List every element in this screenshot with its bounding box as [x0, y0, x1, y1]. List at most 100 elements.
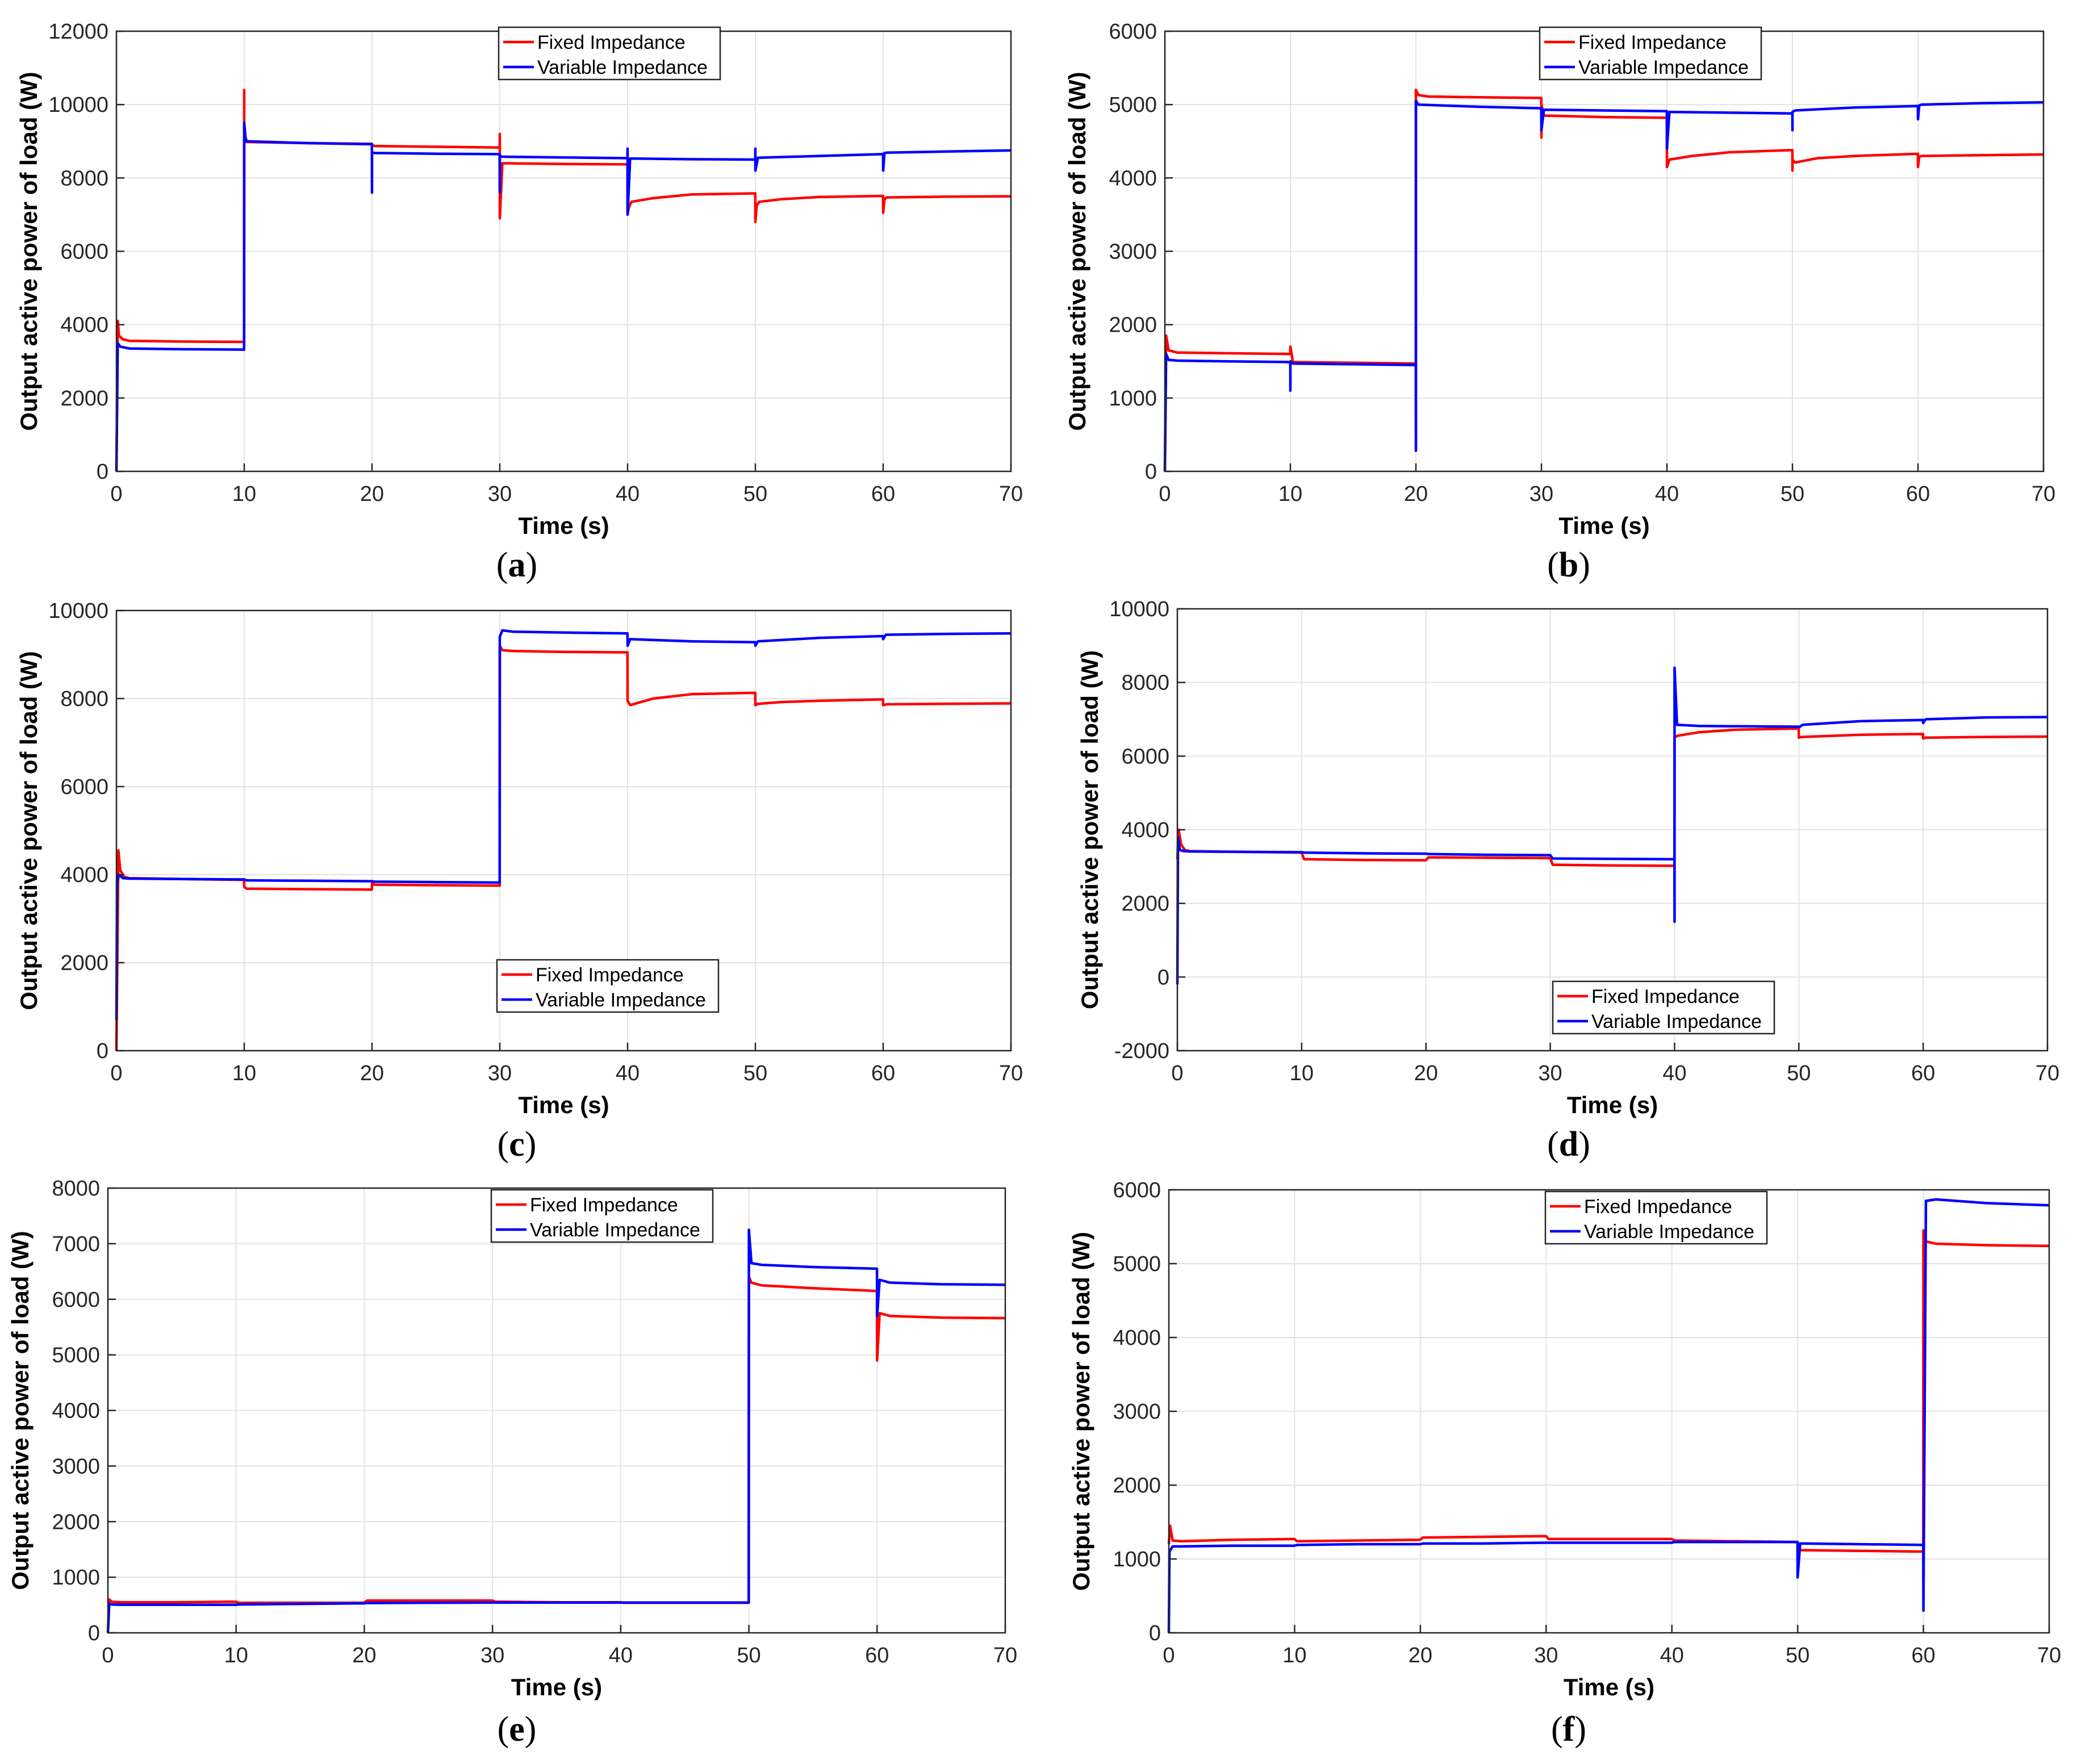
legend-box [496, 959, 720, 1013]
legend-label: Fixed Impedance [530, 1194, 678, 1216]
legend-box [1539, 26, 1762, 81]
x-tick-label: 70 [999, 482, 1023, 506]
x-tick-label: 50 [1786, 1644, 1809, 1667]
x-tick-label: 20 [1414, 1061, 1438, 1085]
y-tick-label: 4000 [60, 313, 108, 337]
series-line-variable-impedance [1163, 99, 2044, 472]
x-tick-label: 50 [737, 1644, 760, 1667]
y-tick-label: 5000 [1109, 93, 1157, 117]
y-tick-label: 2000 [52, 1510, 100, 1534]
x-axis-label: Time (s) [518, 1092, 609, 1118]
y-tick-label: 2000 [1109, 313, 1157, 337]
y-axis-label: Output active power of load (W) [15, 72, 42, 430]
y-axis-label: Output active power of load (W) [1064, 72, 1090, 430]
x-tick-label: 30 [480, 1644, 504, 1667]
legend: Fixed Impedance Variable Impedance [1544, 1190, 1768, 1245]
x-tick-label: 10 [1282, 1644, 1306, 1667]
x-tick-label: 30 [488, 1061, 512, 1085]
x-tick-label: 0 [1159, 482, 1171, 506]
y-tick-label: 1000 [52, 1566, 100, 1590]
x-tick-label: 50 [1787, 1061, 1811, 1085]
x-tick-label: 30 [1534, 1644, 1558, 1667]
x-tick-label: 10 [224, 1644, 248, 1667]
y-tick-label: 10000 [48, 599, 108, 623]
x-tick-label: 60 [1911, 1061, 1935, 1085]
legend: Fixed Impedance Variable Impedance [498, 26, 721, 81]
legend: Fixed Impedance Variable Impedance [490, 1189, 714, 1243]
x-tick-label: 20 [1409, 1644, 1432, 1667]
y-tick-label: 8000 [1121, 671, 1169, 695]
legend-label: Variable Impedance [537, 57, 708, 78]
x-tick-label: 30 [1529, 482, 1553, 506]
x-axis-label: Time (s) [1564, 1674, 1654, 1700]
y-tick-label: 6000 [1109, 20, 1157, 44]
x-tick-label: 60 [865, 1644, 889, 1667]
y-tick-label: 6000 [60, 775, 108, 799]
y-tick-label: 1000 [1113, 1548, 1161, 1571]
x-tick-label: 40 [1662, 1061, 1686, 1085]
legend-box [490, 1189, 714, 1243]
y-tick-label: 0 [97, 1039, 108, 1063]
legend: Fixed Impedance Variable Impedance [1539, 26, 1762, 81]
legend-box [1544, 1190, 1768, 1245]
x-tick-label: 40 [1655, 482, 1679, 506]
chart-panel-b: 0 10 20 30 40 50 60 70 0 1000 2000 3000 4000 5000 6000… [1064, 20, 2055, 539]
y-tick-label: 6000 [1121, 745, 1169, 768]
chart-panel-e: 0 10 20 30 40 50 60 70 0 1000 2000 3000 4000 5000 6000… [7, 1177, 1017, 1700]
x-tick-label: 40 [1660, 1644, 1684, 1667]
y-tick-label: 0 [1149, 1621, 1161, 1645]
legend-label: Variable Impedance [1591, 1011, 1762, 1033]
legend-label: Fixed Impedance [1578, 32, 1727, 53]
caption-c: (c) [497, 1125, 537, 1164]
y-tick-label: 6000 [52, 1288, 100, 1312]
x-axis-label: Time (s) [511, 1674, 602, 1700]
series-line-variable-impedance [106, 1228, 1006, 1633]
y-tick-label: 5000 [52, 1344, 100, 1368]
y-tick-label: 0 [1145, 460, 1157, 484]
y-axis-label: Output active power of load (W) [7, 1231, 34, 1590]
x-tick-label: 20 [1404, 482, 1428, 506]
x-tick-label: 70 [993, 1644, 1017, 1667]
y-tick-label: 6000 [60, 240, 108, 264]
y-tick-label: 4000 [1121, 818, 1169, 842]
x-tick-label: 0 [110, 482, 122, 506]
series-line-variable-impedance [1176, 666, 2048, 985]
x-tick-label: 10 [232, 482, 256, 506]
caption-a: (a) [496, 546, 538, 584]
y-axis-label: Output active power of load (W) [1076, 650, 1103, 1009]
x-tick-label: 20 [360, 482, 384, 506]
x-tick-label: 70 [2036, 1061, 2059, 1085]
series-line-variable-impedance [115, 122, 1012, 472]
y-tick-label: 0 [88, 1621, 100, 1645]
legend-label: Fixed Impedance [537, 32, 686, 53]
caption-d: (d) [1547, 1125, 1590, 1164]
y-tick-label: 7000 [52, 1232, 100, 1256]
y-tick-label: 8000 [60, 687, 108, 711]
y-tick-label: 2000 [60, 387, 108, 411]
y-tick-label: 4000 [1113, 1326, 1161, 1350]
y-tick-label: 2000 [1121, 892, 1169, 916]
y-tick-label: -2000 [1114, 1039, 1169, 1063]
y-tick-label: 8000 [52, 1177, 100, 1201]
legend-label: Fixed Impedance [1591, 986, 1740, 1008]
x-tick-label: 60 [1906, 482, 1930, 506]
x-tick-label: 30 [1538, 1061, 1562, 1085]
series-line-variable-impedance [115, 629, 1012, 1020]
y-tick-label: 4000 [60, 863, 108, 887]
x-tick-label: 40 [616, 1061, 640, 1085]
chart-panel-d: 0 10 20 30 40 50 60 70-200002000400060008000100… [1076, 597, 2059, 1118]
y-tick-label: 8000 [60, 166, 108, 190]
legend-label: Variable Impedance [530, 1219, 700, 1241]
caption-e: (e) [497, 1710, 537, 1749]
caption-f: (f) [1551, 1710, 1586, 1749]
chart-panel-f: 0 10 20 30 40 50 60 70 0 1000 2000 3000 4000 5000 6000… [1068, 1178, 2061, 1700]
x-tick-label: 0 [102, 1644, 114, 1667]
x-tick-label: 10 [232, 1061, 256, 1085]
legend-label: Fixed Impedance [1584, 1196, 1732, 1218]
y-tick-label: 3000 [1109, 240, 1157, 264]
y-tick-label: 12000 [48, 20, 108, 44]
x-tick-label: 40 [616, 482, 640, 506]
x-tick-label: 30 [488, 482, 512, 506]
x-tick-label: 50 [743, 482, 767, 506]
